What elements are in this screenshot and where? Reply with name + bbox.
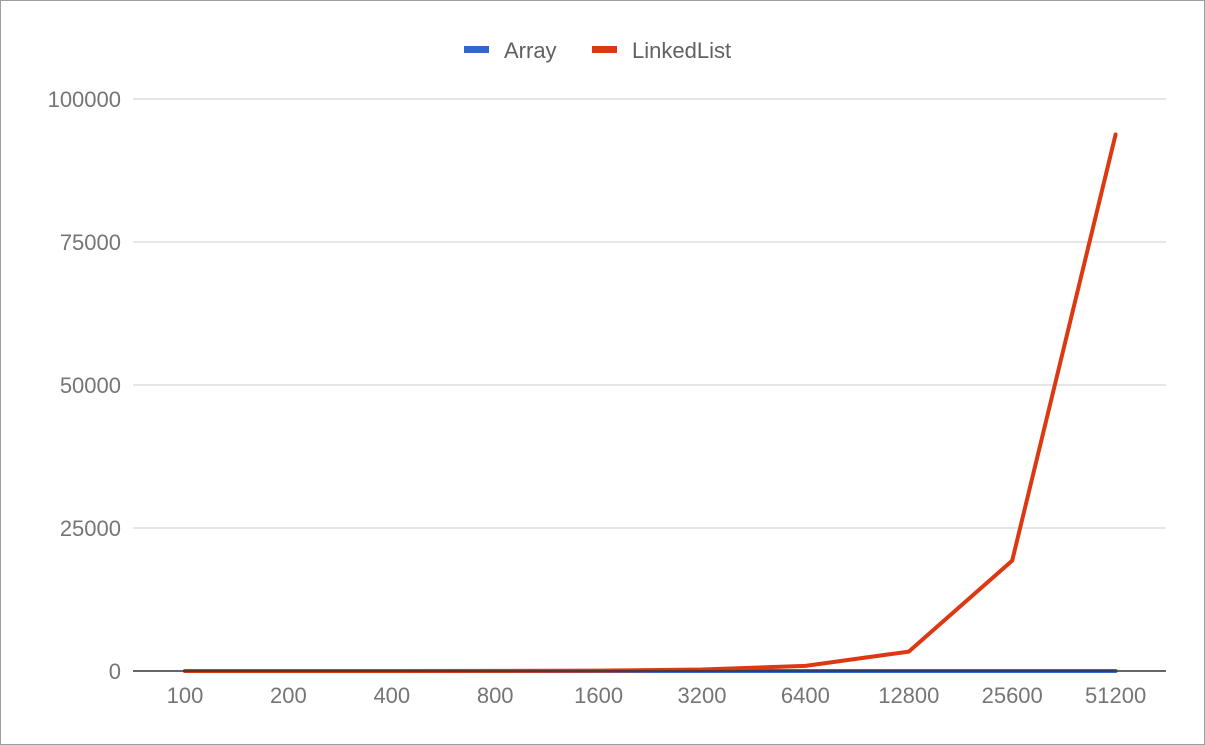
y-tick-label: 100000 xyxy=(48,87,121,112)
data-point-linkedlist xyxy=(1114,132,1118,136)
data-point-linkedlist xyxy=(907,650,911,654)
gridlines xyxy=(133,98,1166,529)
y-tick-label: 50000 xyxy=(60,373,121,398)
y-tick-label: 75000 xyxy=(60,230,121,255)
series-line-linkedlist xyxy=(183,132,1118,673)
y-tick-label: 25000 xyxy=(60,516,121,541)
legend-swatch-array xyxy=(464,46,489,53)
x-tick-label: 3200 xyxy=(678,683,727,708)
x-axis-tick-labels: 100 200 400 800 1600 3200 6400 12800 25600 51200 xyxy=(167,683,1147,708)
x-tick-label: 400 xyxy=(373,683,410,708)
x-tick-label: 51200 xyxy=(1085,683,1146,708)
series-lines xyxy=(183,132,1118,673)
y-tick-label: 0 xyxy=(109,659,121,684)
data-point-linkedlist xyxy=(803,664,807,668)
x-tick-label: 12800 xyxy=(878,683,939,708)
x-tick-label: 100 xyxy=(167,683,204,708)
y-axis-tick-labels: 0 25000 50000 75000 100000 xyxy=(48,87,121,684)
x-tick-label: 1600 xyxy=(574,683,623,708)
x-tick-label: 800 xyxy=(477,683,514,708)
legend-swatch-linkedlist xyxy=(592,46,617,53)
x-tick-label: 200 xyxy=(270,683,307,708)
legend-label-array: Array xyxy=(504,38,557,63)
legend: Array LinkedList xyxy=(464,38,731,63)
legend-label-linkedlist: LinkedList xyxy=(632,38,731,63)
data-point-linkedlist xyxy=(1010,559,1014,563)
x-tick-label: 25600 xyxy=(982,683,1043,708)
x-tick-label: 6400 xyxy=(781,683,830,708)
